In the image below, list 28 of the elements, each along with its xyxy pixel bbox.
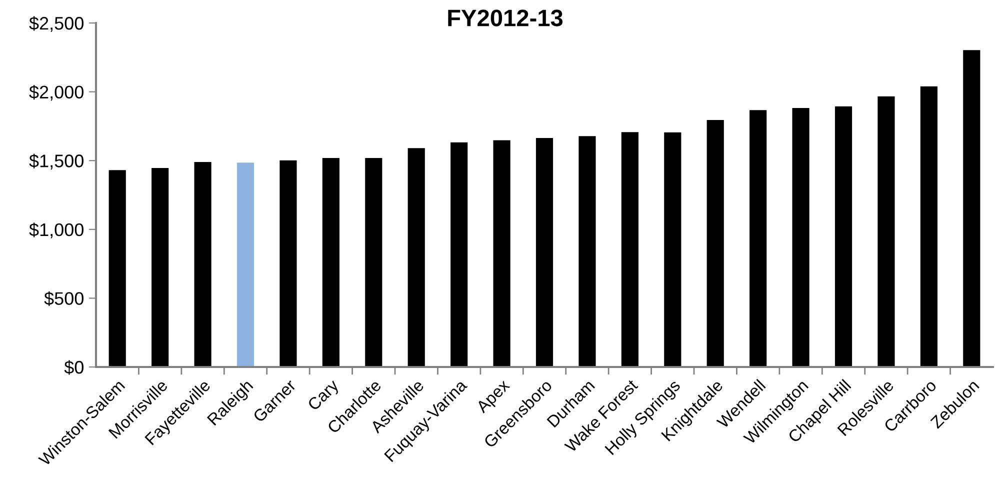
bar: [706, 120, 724, 367]
bar: [493, 140, 510, 367]
bar: [236, 162, 254, 367]
chart-title: FY2012-13: [448, 10, 563, 26]
bar: [322, 158, 340, 367]
y-tick-label: $0: [64, 360, 84, 375]
bar: [280, 160, 297, 367]
bar: [920, 86, 938, 367]
bar: [878, 96, 895, 367]
bar: [750, 110, 767, 367]
bar: [108, 170, 126, 367]
bar: [194, 162, 212, 367]
bar: [963, 50, 980, 367]
bar: [536, 138, 554, 367]
bar: [450, 142, 468, 367]
y-tick-label: $2,000: [29, 84, 84, 101]
bar: [664, 132, 682, 367]
y-tick-label: $1,500: [29, 154, 84, 170]
bar: [578, 136, 596, 367]
y-tick-label: $1,000: [29, 222, 84, 238]
y-tick-label: $500: [44, 291, 84, 306]
y-tick-label: $2,500: [29, 16, 84, 32]
bar: [834, 106, 852, 367]
bar: [365, 158, 382, 367]
bar: [152, 168, 169, 367]
bar: [621, 132, 638, 367]
bar: [408, 148, 425, 367]
bar: [792, 108, 810, 367]
